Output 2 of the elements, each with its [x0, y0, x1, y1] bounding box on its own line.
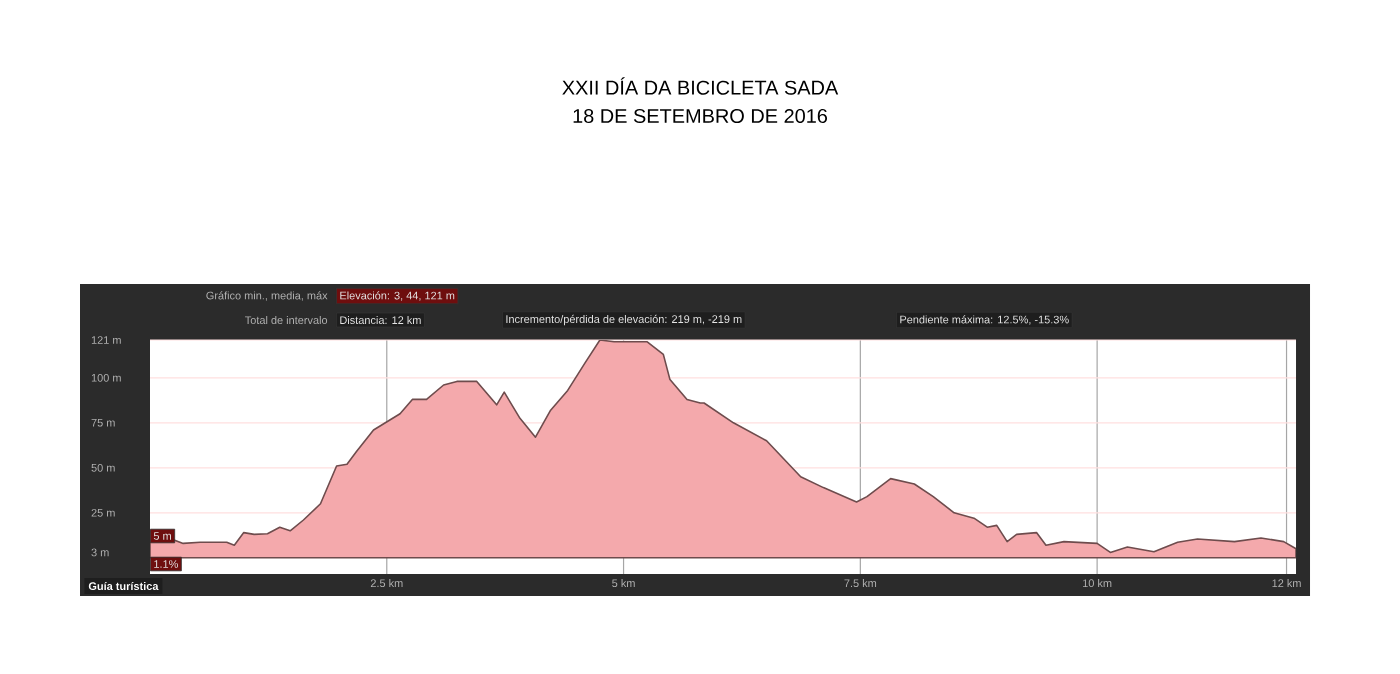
chart-subtitle: 18 DE SETEMBRO DE 2016: [573, 108, 828, 124]
chart-title: XXII DÍA DA BICICLETA SADA: [562, 77, 839, 95]
